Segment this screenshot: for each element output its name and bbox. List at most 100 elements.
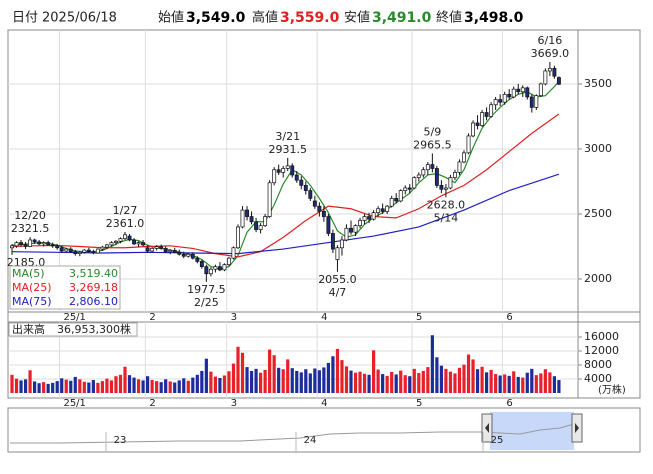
candle-body (181, 253, 186, 257)
volume-bar (426, 367, 430, 393)
handle-arrow (485, 423, 489, 433)
volume-bar (200, 370, 204, 393)
volume-bar (118, 374, 123, 393)
candle-body (493, 99, 498, 106)
candle-body (389, 198, 394, 207)
volume-bar (304, 369, 308, 393)
volume-bar (249, 370, 254, 393)
candle-body (91, 251, 96, 254)
navigator-label: 24 (304, 435, 317, 446)
volume-bar (19, 380, 23, 393)
annotation-date: 6/16 (538, 34, 563, 47)
x-tick-label: 4 (321, 312, 327, 323)
volume-total: 36,953,300株 (57, 322, 131, 336)
volume-bar (299, 372, 303, 393)
candle-body (471, 122, 475, 137)
volume-bar (109, 380, 114, 393)
annotation-price: 2628.0 (427, 198, 466, 211)
annotation-price: 2055.0 (318, 273, 357, 286)
candle-body (204, 266, 209, 275)
volume-bar (272, 355, 276, 393)
candle-body (172, 250, 177, 253)
volume-bar (557, 380, 561, 393)
candle-body (308, 190, 313, 199)
volume-bar (349, 370, 353, 393)
candle-body (236, 226, 240, 249)
volume-bar (421, 370, 425, 393)
volume-bar (548, 372, 552, 393)
candle-body (82, 249, 87, 253)
candle-body (145, 247, 150, 252)
volume-bar (475, 369, 480, 393)
volume-bar (100, 381, 104, 393)
volume-bar (222, 375, 227, 393)
annotation-price: 2321.5 (11, 222, 50, 235)
volume-bar (521, 377, 525, 393)
volume-bar (516, 376, 520, 393)
candle-body (37, 241, 42, 245)
annotation-date: 5/14 (434, 211, 459, 224)
candle-body (163, 248, 168, 253)
candle-body (231, 247, 236, 259)
volume-bar (512, 371, 516, 393)
annotation-date: 3/21 (275, 130, 300, 143)
volume-bar (390, 372, 394, 393)
volume-bar (286, 359, 290, 393)
volume-bar (155, 381, 159, 393)
candle-body (104, 244, 109, 248)
legend-value: 3,269.18 (69, 281, 118, 294)
candle-body (421, 169, 426, 176)
volume-bar (227, 371, 231, 393)
candle-body (480, 112, 485, 126)
x-tick-label: 6 (506, 312, 512, 323)
annotation-date: 12/20 (14, 209, 46, 222)
candle-body (254, 221, 259, 230)
candle-body (294, 174, 299, 181)
candle-body (109, 242, 114, 246)
candle-body (543, 70, 548, 85)
volume-bar (191, 377, 195, 393)
volume-bar (335, 348, 340, 393)
candle-body (77, 251, 82, 254)
volume-bar (376, 369, 380, 393)
candle-body (462, 152, 466, 163)
candle-body (484, 112, 489, 117)
candle-body (299, 179, 304, 186)
volume-bar (539, 373, 543, 393)
candle-body (190, 253, 195, 259)
volume-bar (150, 380, 154, 393)
volume-bar (141, 380, 145, 393)
volume-bar (254, 368, 258, 393)
y-tick-label: 2500 (584, 207, 612, 220)
volume-bar (340, 360, 344, 393)
candle-body (498, 99, 503, 103)
volume-bar (466, 354, 471, 393)
x-tick-label: 25/1 (63, 398, 85, 409)
volume-tick-label: 4000 (584, 372, 612, 385)
legend-name: MA(75) (12, 295, 52, 308)
candle-body (100, 246, 105, 250)
volume-bar (412, 368, 416, 393)
candle-body (159, 246, 164, 249)
ma-line (11, 132, 533, 258)
volume-bar (82, 381, 86, 393)
volume-bar (87, 382, 91, 393)
candle-body (489, 104, 494, 117)
candle-body (529, 96, 534, 108)
volume-title: 出来高 (12, 322, 45, 336)
candle-body (199, 261, 204, 267)
date: 2025/06/18 (42, 11, 117, 26)
navigator-label: 25 (491, 435, 504, 446)
volume-bar (507, 375, 511, 393)
x-tick-label: 5 (416, 312, 422, 323)
candle-body (141, 242, 146, 246)
volume-bar (494, 374, 498, 393)
candle-body (195, 257, 200, 262)
volume-bar (489, 369, 493, 393)
volume-tick-label: 8000 (584, 358, 612, 371)
candle-body (276, 169, 281, 173)
volume-bar (313, 368, 317, 393)
candle-body (50, 244, 55, 247)
candle-body (312, 200, 317, 207)
candle-body (547, 68, 552, 72)
